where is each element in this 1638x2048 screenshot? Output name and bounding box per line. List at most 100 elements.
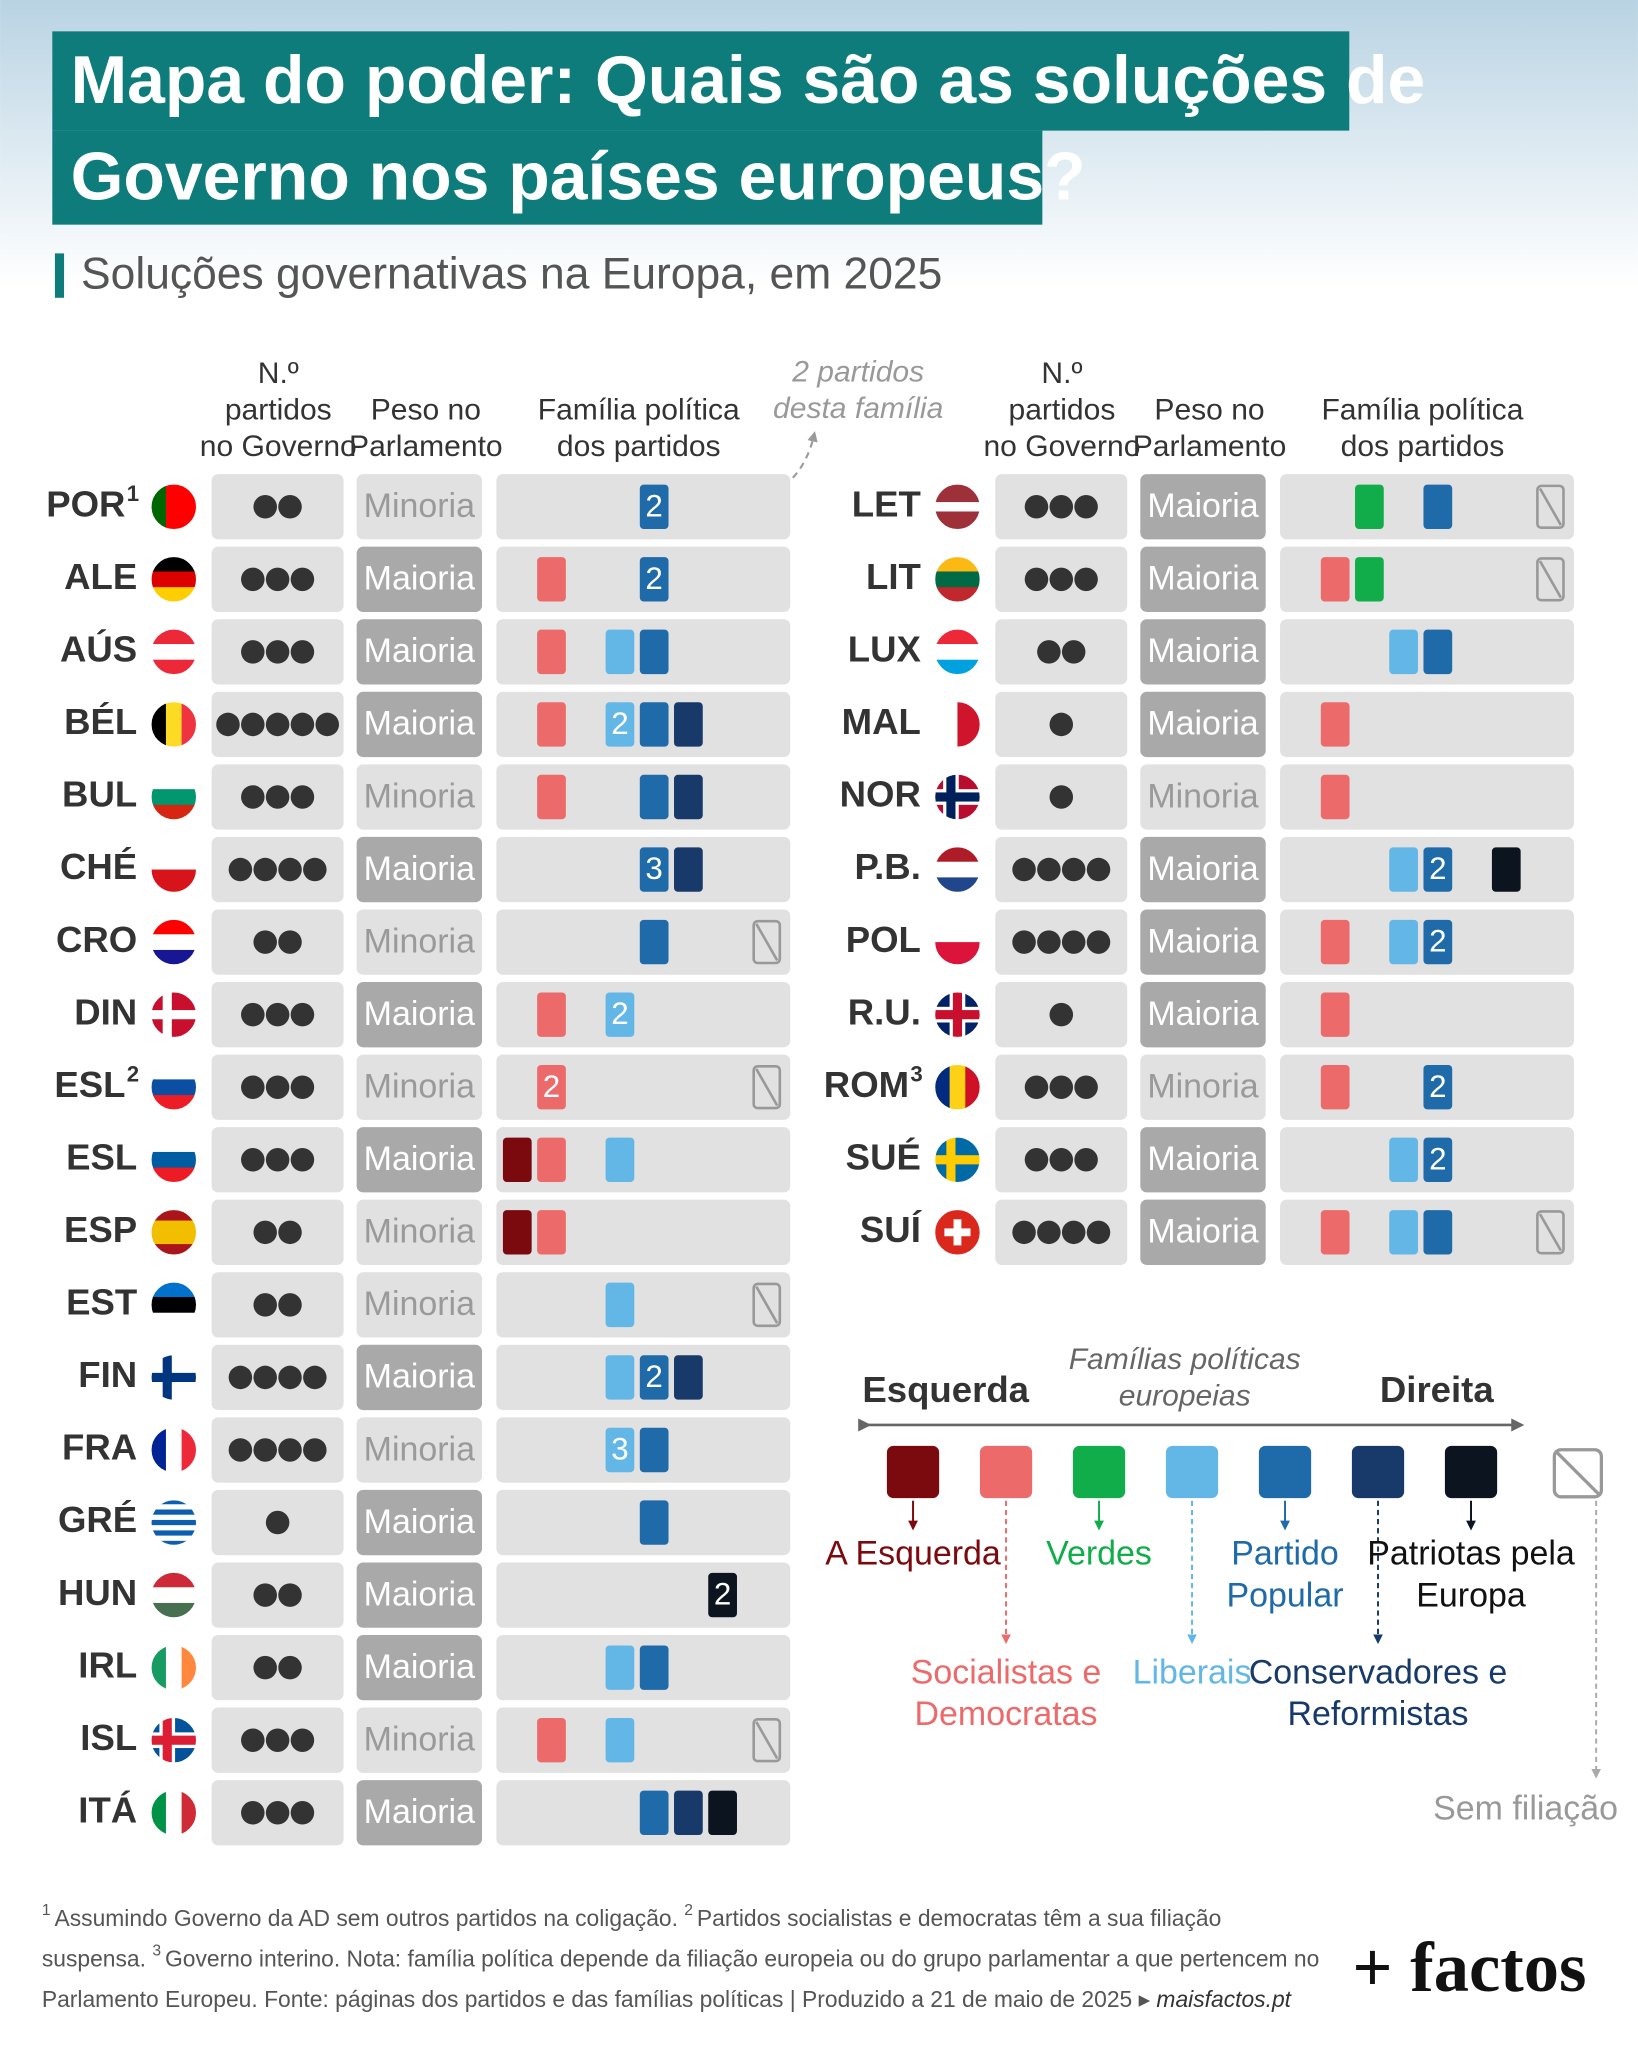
legend-label: Reformistas (1287, 1695, 1468, 1733)
column-header: N.º (1041, 357, 1082, 390)
family-block (1320, 1210, 1350, 1255)
legend-swatch (1072, 1445, 1126, 1499)
party-dot (290, 1728, 315, 1752)
family-block (674, 847, 703, 892)
family-block (674, 774, 703, 820)
footer-sup: 2 (684, 1902, 693, 1919)
party-dot (1024, 1148, 1049, 1172)
family-count: 2 (645, 1359, 662, 1394)
family-block (605, 1645, 635, 1690)
country-row: R.U. Maioria (848, 982, 1574, 1048)
country-code: ESL (54, 1064, 125, 1105)
party-dot (241, 1728, 265, 1752)
parties-cell (995, 909, 1128, 975)
column-header: partidos (1009, 393, 1116, 426)
weight-label: Maioria (1147, 1140, 1258, 1178)
column-header: Parlamento (1133, 430, 1287, 463)
family-block (1423, 847, 1453, 892)
flag-stripe (150, 1220, 198, 1233)
party-dot (1012, 1220, 1036, 1245)
family-count: 2 (543, 1069, 560, 1104)
party-dot (216, 712, 240, 737)
country-code: GRÉ (58, 1499, 137, 1540)
flag-ring (148, 772, 199, 822)
flag-stripe (150, 1509, 198, 1516)
party-dot (278, 1655, 302, 1680)
weight-cell (356, 1054, 483, 1120)
party-dot (1086, 857, 1111, 882)
family-block (537, 1137, 566, 1182)
legend-label: Democratas (915, 1695, 1098, 1733)
country-row: DIN Maioria 2 (74, 982, 791, 1048)
flag-cross (933, 1010, 981, 1020)
family-block (605, 1355, 635, 1400)
flag (150, 1353, 198, 1401)
column-header: Peso no (371, 393, 481, 426)
party-dot (1049, 712, 1074, 737)
flag-ring (148, 1497, 199, 1548)
family-count: 2 (611, 706, 628, 741)
footer-text: Governo interino. Nota: família política… (165, 1946, 1319, 1972)
weight-label: Minoria (364, 1285, 475, 1323)
party-dot (265, 1510, 290, 1535)
flag-cross (150, 1010, 198, 1020)
family-block (639, 847, 669, 892)
weight-cell (1140, 546, 1266, 612)
families-cell (1280, 546, 1574, 612)
party-dot (265, 640, 290, 664)
weight-cell (1140, 474, 1266, 540)
unaffiliated-icon (1536, 557, 1565, 602)
party-dot (228, 1438, 253, 1462)
party-dot (278, 930, 302, 954)
legend-left: Esquerda (862, 1369, 1029, 1410)
flag-ring (148, 1787, 199, 1838)
flag-cross (150, 1735, 198, 1745)
weight-cell (356, 1272, 483, 1338)
weight-label: Maioria (1147, 560, 1258, 598)
party-dot (303, 857, 327, 882)
party-dot (253, 1220, 277, 1245)
weight-label: Maioria (364, 1648, 475, 1686)
party-dot (1086, 930, 1111, 954)
flag-stripe (933, 571, 981, 588)
parties-cell (211, 1635, 344, 1701)
party-dot (290, 1002, 315, 1027)
flag-stripe (150, 1297, 198, 1314)
weight-cell (1140, 982, 1266, 1048)
weight-label: Maioria (1147, 705, 1258, 743)
column-header: Peso no (1154, 393, 1264, 426)
country-row: LIT Maioria (866, 546, 1574, 612)
country-code: FRA (62, 1427, 137, 1468)
country-row: LUX Maioria (848, 619, 1574, 685)
flag-stripe (933, 942, 981, 966)
party-dot (1049, 785, 1074, 809)
weight-cell (1140, 691, 1266, 758)
unaffiliated-icon (752, 919, 782, 965)
weight-cell (356, 474, 483, 540)
country-row: POL Maioria 2 (846, 909, 1574, 975)
party-dot (265, 1002, 290, 1027)
flag (150, 1716, 198, 1764)
party-dot (290, 785, 315, 809)
weight-cell (356, 1562, 483, 1628)
family-block (537, 702, 566, 747)
weight-cell (356, 764, 483, 830)
party-dot (290, 1148, 315, 1172)
unaffiliated-slash (755, 1721, 779, 1760)
title-band (52, 31, 1350, 131)
flag-stripe (150, 1535, 198, 1542)
unaffiliated-slash (1538, 1213, 1563, 1252)
flag-ring (148, 1715, 199, 1766)
family-block (605, 702, 635, 747)
family-block (1389, 629, 1418, 675)
country-note: 1 (127, 481, 139, 506)
annotation: desta família (773, 392, 943, 425)
weight-label: Maioria (364, 1503, 475, 1541)
party-dot (265, 1801, 290, 1825)
flag-ring (932, 1062, 983, 1113)
country-code: ESP (64, 1209, 137, 1250)
flag (933, 773, 981, 821)
country-code: ESL (66, 1136, 137, 1177)
subtitle: Soluções governativas na Europa, em 2025 (81, 250, 942, 299)
title-band (52, 130, 1043, 225)
